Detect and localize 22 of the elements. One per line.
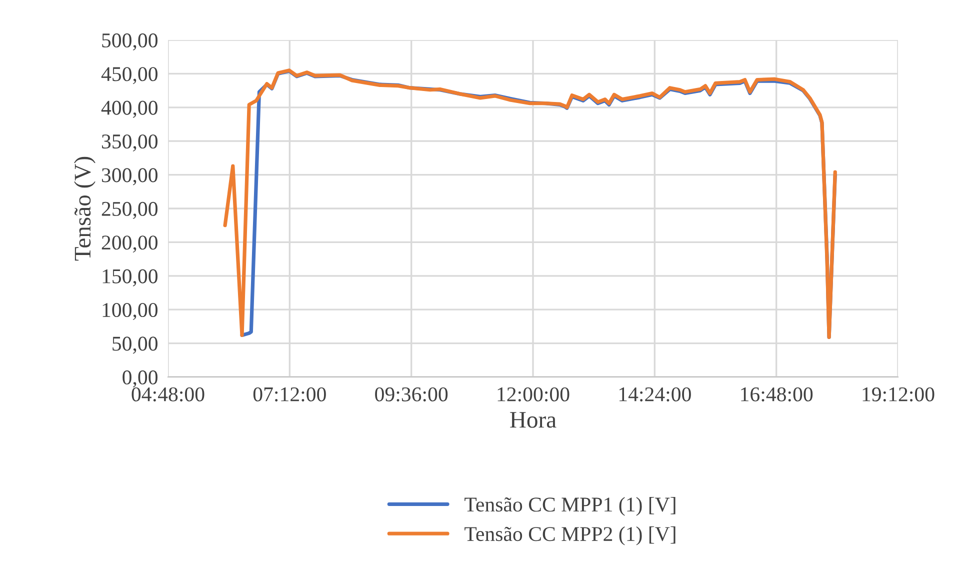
legend-label: Tensão CC MPP1 (1) [V] (464, 496, 676, 516)
x-tick-label: 12:00:00 (498, 387, 570, 402)
x-tick-label: 07:12:00 (253, 387, 326, 402)
x-axis-title: Hora (510, 412, 556, 428)
y-tick-label: 250,00 (102, 202, 158, 219)
y-tick-label: 300,00 (102, 168, 158, 186)
y-tick-label: 0,00 (122, 370, 158, 388)
x-tick-label: 16:48:00 (741, 387, 813, 402)
x-tick-label: 14:24:00 (619, 387, 691, 402)
y-tick-label: 400,00 (101, 100, 158, 118)
y-tick-label: 450,00 (101, 67, 158, 84)
y-axis-title: Tensão (V) (74, 156, 96, 261)
x-tick-label: 09:36:00 (375, 387, 448, 402)
y-tick-label: 500,00 (102, 33, 158, 50)
y-tick-label: 50,00 (112, 336, 158, 354)
y-tick-label: 350,00 (102, 134, 158, 152)
x-tick-label: 19:12:00 (862, 387, 934, 402)
y-tick-label: 150,00 (102, 269, 158, 286)
y-tick-label: 200,00 (102, 236, 158, 253)
y-tick-label: 100,00 (102, 302, 158, 320)
legend-label: Tensão CC MPP2 (1) [V] (464, 526, 676, 546)
x-tick-label: 04:48:00 (132, 387, 204, 402)
